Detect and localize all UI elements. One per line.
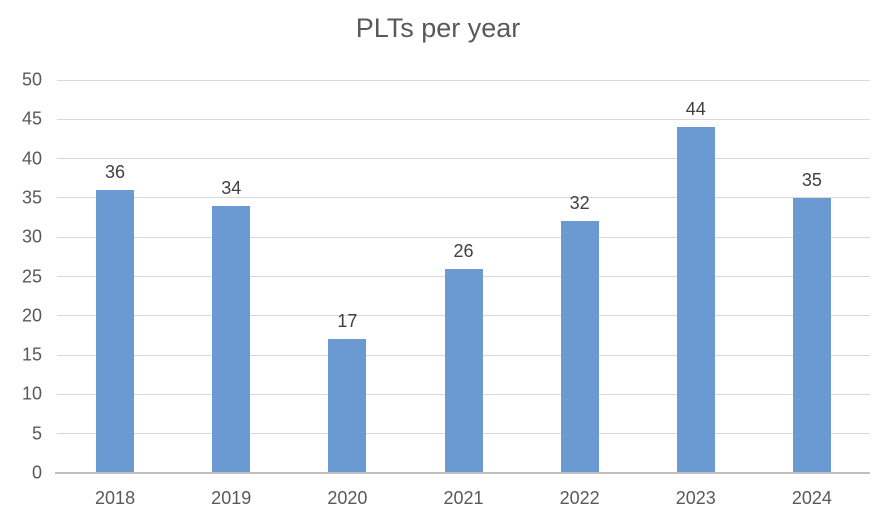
- gridline: [57, 236, 870, 238]
- x-axis-tick-label: 2022: [559, 488, 600, 508]
- x-axis-tick-label: 2023: [675, 488, 716, 508]
- y-axis-tick-label: 45: [21, 108, 42, 129]
- bar-value-label: 44: [685, 99, 706, 120]
- bar-value-label: 26: [453, 240, 474, 261]
- bar-value-label: 36: [105, 162, 126, 183]
- x-axis-labels: 2018 2019 2020 2021 2022 2023 2024: [57, 488, 870, 518]
- y-axis-tick-label: 15: [21, 344, 42, 365]
- y-axis-labels: 0 5 10 15 20 25 30 35 40 45 50: [0, 70, 42, 483]
- bar-2024: [792, 197, 831, 473]
- bar-2021: [444, 268, 483, 473]
- gridline: [57, 158, 870, 160]
- plot-area: 36 34 17 26 32 44 35: [55, 79, 870, 474]
- y-axis-tick-label: 50: [21, 69, 42, 90]
- gridline: [57, 118, 870, 120]
- y-axis-tick-label: 25: [21, 266, 42, 286]
- bar-value-label: 34: [221, 177, 242, 198]
- bar-value-label: 35: [801, 169, 822, 190]
- y-axis-tick-label: 10: [21, 383, 42, 404]
- bar-value-label: 32: [569, 193, 590, 214]
- gridline: [57, 197, 870, 199]
- x-axis-tick-label: 2021: [443, 488, 484, 508]
- gridline: [57, 79, 870, 81]
- y-axis-tick-label: 0: [31, 462, 42, 483]
- x-axis-line: [55, 472, 870, 474]
- bar-2022: [560, 221, 599, 473]
- y-axis-tick-label: 20: [21, 305, 42, 326]
- chart-title: PLTs per year: [355, 13, 521, 43]
- y-axis-tick-label: 5: [31, 423, 42, 444]
- x-axis-tick-label: 2020: [327, 488, 368, 508]
- bar-2020: [328, 339, 367, 473]
- bar-value-label: 17: [337, 311, 358, 332]
- y-axis-tick-label: 40: [21, 148, 42, 169]
- x-axis-tick-label: 2019: [211, 488, 252, 508]
- y-axis-tick-label: 35: [21, 187, 42, 208]
- x-axis-tick-label: 2024: [791, 488, 832, 508]
- bar-2019: [212, 205, 251, 473]
- y-axis-tick-label: 30: [21, 226, 42, 247]
- x-axis-tick-label: 2018: [95, 488, 136, 508]
- bar-2023: [676, 127, 715, 473]
- bar-2018: [96, 190, 135, 473]
